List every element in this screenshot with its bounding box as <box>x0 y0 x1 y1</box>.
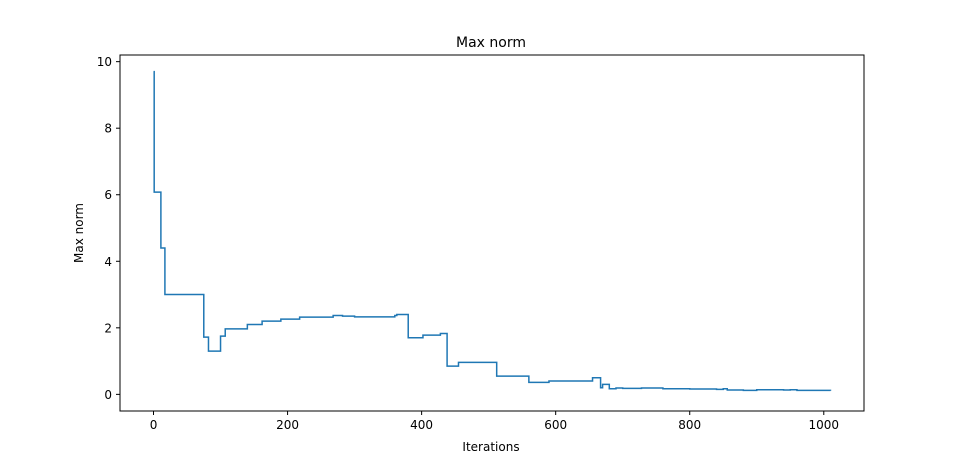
series-layer <box>153 70 832 392</box>
y-tick-label: 8 <box>104 122 112 136</box>
y-tick-label: 2 <box>104 321 112 335</box>
x-tick-label: 0 <box>150 418 158 432</box>
x-axis-ticks: 0 200 400 600 800 1000 <box>150 411 839 432</box>
x-tick-label: 1000 <box>809 418 840 432</box>
y-tick-label: 10 <box>97 55 112 69</box>
x-tick-label: 400 <box>410 418 433 432</box>
y-axis-ticks: 0 2 4 6 8 10 <box>97 55 120 402</box>
y-tick-label: 6 <box>104 188 112 202</box>
x-tick-label: 800 <box>678 418 701 432</box>
x-tick-label: 600 <box>544 418 567 432</box>
plot-area-frame <box>119 54 865 412</box>
x-tick-label: 200 <box>276 418 299 432</box>
y-tick-label: 4 <box>104 255 112 269</box>
y-tick-label: 0 <box>104 388 112 402</box>
max-norm-series-line <box>153 70 832 392</box>
chart-title: Max norm <box>456 35 526 51</box>
x-axis-label: Iterations <box>462 440 519 454</box>
y-axis-label: Max norm <box>72 203 86 263</box>
